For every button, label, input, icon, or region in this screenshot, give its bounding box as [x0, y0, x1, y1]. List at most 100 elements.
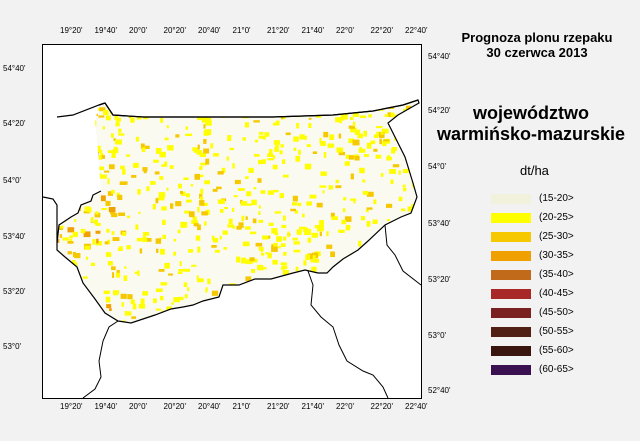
yield-patch — [60, 225, 64, 229]
yield-patch — [91, 217, 94, 223]
yield-patch — [130, 299, 135, 305]
yield-patch — [60, 316, 64, 322]
yield-patch — [104, 170, 110, 173]
yield-patch — [258, 211, 261, 215]
yield-patch — [285, 132, 291, 136]
yield-patch — [115, 117, 121, 122]
yield-patch — [308, 123, 312, 128]
yield-patch — [329, 134, 335, 140]
yield-patch — [201, 202, 208, 206]
legend-label: (40-45> — [539, 288, 574, 299]
yield-patch — [340, 289, 344, 294]
yield-patch — [99, 166, 105, 171]
yield-patch — [199, 152, 206, 157]
yield-patch — [107, 150, 115, 153]
yield-patch — [413, 237, 419, 243]
yield-patch — [115, 272, 121, 278]
yield-patch — [251, 269, 255, 273]
yield-patch — [103, 109, 109, 116]
yield-patch — [71, 309, 75, 314]
yield-patch — [153, 298, 157, 304]
yield-patch — [397, 293, 403, 298]
yield-patch — [378, 132, 385, 138]
yield-patch — [68, 129, 71, 132]
yield-patch — [78, 301, 83, 306]
yield-patch — [399, 131, 403, 135]
yield-patch — [350, 116, 354, 120]
yield-patch — [120, 322, 126, 323]
yield-patch — [142, 291, 149, 296]
yield-patch — [409, 167, 414, 172]
yield-patch — [221, 167, 226, 173]
yield-patch — [229, 283, 236, 290]
yield-patch — [57, 189, 64, 195]
yield-patch — [245, 111, 249, 116]
yield-patch — [293, 249, 301, 253]
yield-patch — [380, 132, 384, 135]
yield-patch — [64, 134, 68, 137]
yield-patch — [253, 120, 260, 123]
yield-patch — [358, 148, 366, 153]
tick-label: 22°20' — [370, 402, 394, 411]
region-name-line1: województwo — [473, 103, 589, 123]
yield-patch — [210, 143, 214, 149]
legend-item: (45-50> — [491, 306, 611, 325]
yield-patch — [159, 176, 164, 180]
yield-patch — [330, 251, 335, 257]
yield-patch — [262, 267, 267, 270]
yield-patch — [305, 254, 310, 260]
yield-patch — [353, 200, 356, 204]
yield-patch — [373, 134, 378, 138]
yield-patch — [207, 107, 211, 113]
yield-patch — [263, 136, 266, 140]
yield-patch — [264, 288, 271, 294]
yield-patch — [336, 310, 342, 316]
map-title: Prognoza plonu rzepaku 30 czerwca 2013 — [442, 30, 632, 60]
yield-patch — [91, 306, 97, 311]
yield-patch — [286, 104, 293, 108]
yield-patch — [348, 155, 354, 160]
yield-patch — [285, 282, 290, 287]
yield-patch — [60, 210, 65, 216]
yield-patch — [296, 293, 304, 299]
yield-patch — [299, 226, 306, 230]
yield-patch — [127, 107, 132, 114]
yield-patch — [191, 220, 199, 224]
yield-patch — [197, 224, 201, 231]
yield-patch — [85, 150, 91, 157]
yield-patch — [131, 175, 137, 178]
yield-patch — [95, 151, 99, 157]
yield-patch — [183, 282, 188, 287]
yield-patch — [221, 308, 227, 312]
yield-patch — [85, 256, 89, 260]
yield-patch — [366, 191, 374, 197]
yield-patch — [254, 154, 260, 157]
yield-patch — [326, 111, 331, 115]
yield-patch — [113, 290, 120, 295]
yield-patch — [184, 312, 189, 317]
yield-patch — [390, 112, 395, 118]
yield-patch — [418, 290, 419, 293]
yield-patch — [162, 219, 166, 225]
yield-patch — [382, 246, 389, 252]
yield-patch — [90, 262, 95, 266]
yield-patch — [67, 163, 72, 166]
yield-patch — [360, 216, 365, 221]
yield-patch — [203, 124, 206, 129]
yield-patch — [195, 311, 200, 317]
yield-patch — [302, 213, 305, 218]
yield-patch — [283, 174, 289, 178]
legend-label: (55-60> — [539, 345, 574, 356]
yield-patch — [232, 225, 236, 229]
yield-patch — [95, 107, 101, 111]
yield-patch — [239, 100, 245, 103]
yield-patch — [74, 317, 77, 322]
yield-patch — [258, 135, 265, 139]
tick-label: 21°20' — [267, 402, 290, 411]
legend-swatch — [491, 346, 531, 356]
yield-patch — [254, 139, 259, 143]
yield-patch — [387, 293, 393, 296]
yield-patch — [214, 249, 220, 253]
yield-patch — [272, 259, 278, 265]
yield-patch — [258, 131, 264, 135]
